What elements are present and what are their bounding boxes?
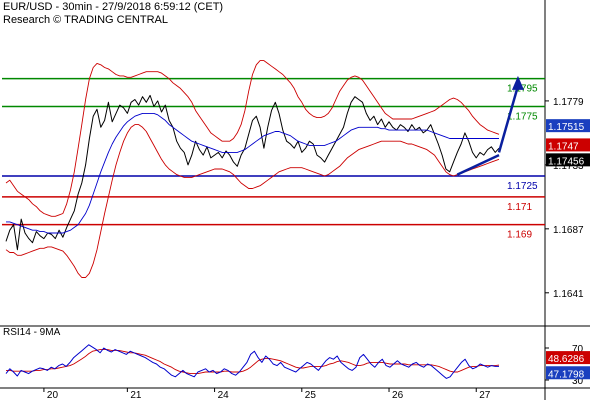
rsi-panel-title: RSI14 - 9MA — [3, 327, 61, 338]
projection-arrow-head — [511, 75, 524, 90]
price-tag-bg-0 — [546, 119, 590, 133]
y-tick-label-0: 1.1779 — [553, 97, 584, 108]
x-tick-label-3: 25 — [305, 390, 317, 400]
x-tick-label-4: 26 — [392, 390, 404, 400]
support-trendline — [456, 154, 500, 176]
level-label-1: 1.1775 — [507, 111, 538, 122]
price-tag-label-1: 1.1747 — [548, 141, 579, 152]
series-bollinger-upper — [5, 60, 500, 217]
rsi-tag-bg-0 — [546, 351, 590, 365]
rsi-tick-label-1: 30 — [572, 376, 584, 387]
level-label-2: 1.1725 — [507, 181, 538, 192]
x-tick-label-1: 21 — [130, 390, 142, 400]
series-rsi-ma — [6, 349, 500, 375]
series-rsi — [5, 344, 499, 379]
price-tag-label-0: 1.17515 — [548, 122, 585, 133]
price-tag-label-2: 1.17456 — [548, 156, 585, 167]
price-tag-bg-1 — [546, 138, 590, 152]
chart-title: EUR/USD - 30min - 27/9/2018 6:59:12 (CET… — [3, 1, 224, 13]
chart-source: Research © TRADING CENTRAL — [3, 14, 168, 26]
rsi-tag-label-0: 48.6286 — [548, 354, 585, 365]
level-label-4: 1.169 — [507, 230, 532, 241]
projection-arrow-shaft — [497, 85, 520, 153]
x-tick-label-0: 20 — [47, 390, 59, 400]
series-moving-average — [6, 112, 499, 234]
x-tick-label-2: 24 — [218, 390, 230, 400]
series-bollinger-lower — [5, 124, 500, 278]
y-tick-label-2: 1.1687 — [553, 225, 584, 236]
rsi-tick-label-0: 70 — [572, 344, 584, 355]
y-tick-label-1: 1.1733 — [553, 161, 584, 172]
y-tick-label-3: 1.1641 — [553, 289, 584, 300]
rsi-tag-label-1: 47.1798 — [548, 369, 585, 380]
x-tick-label-5: 27 — [479, 390, 491, 400]
price-tag-bg-2 — [546, 153, 590, 167]
level-label-3: 1.171 — [507, 202, 532, 213]
rsi-tag-bg-1 — [546, 366, 590, 380]
series-price — [5, 94, 500, 251]
